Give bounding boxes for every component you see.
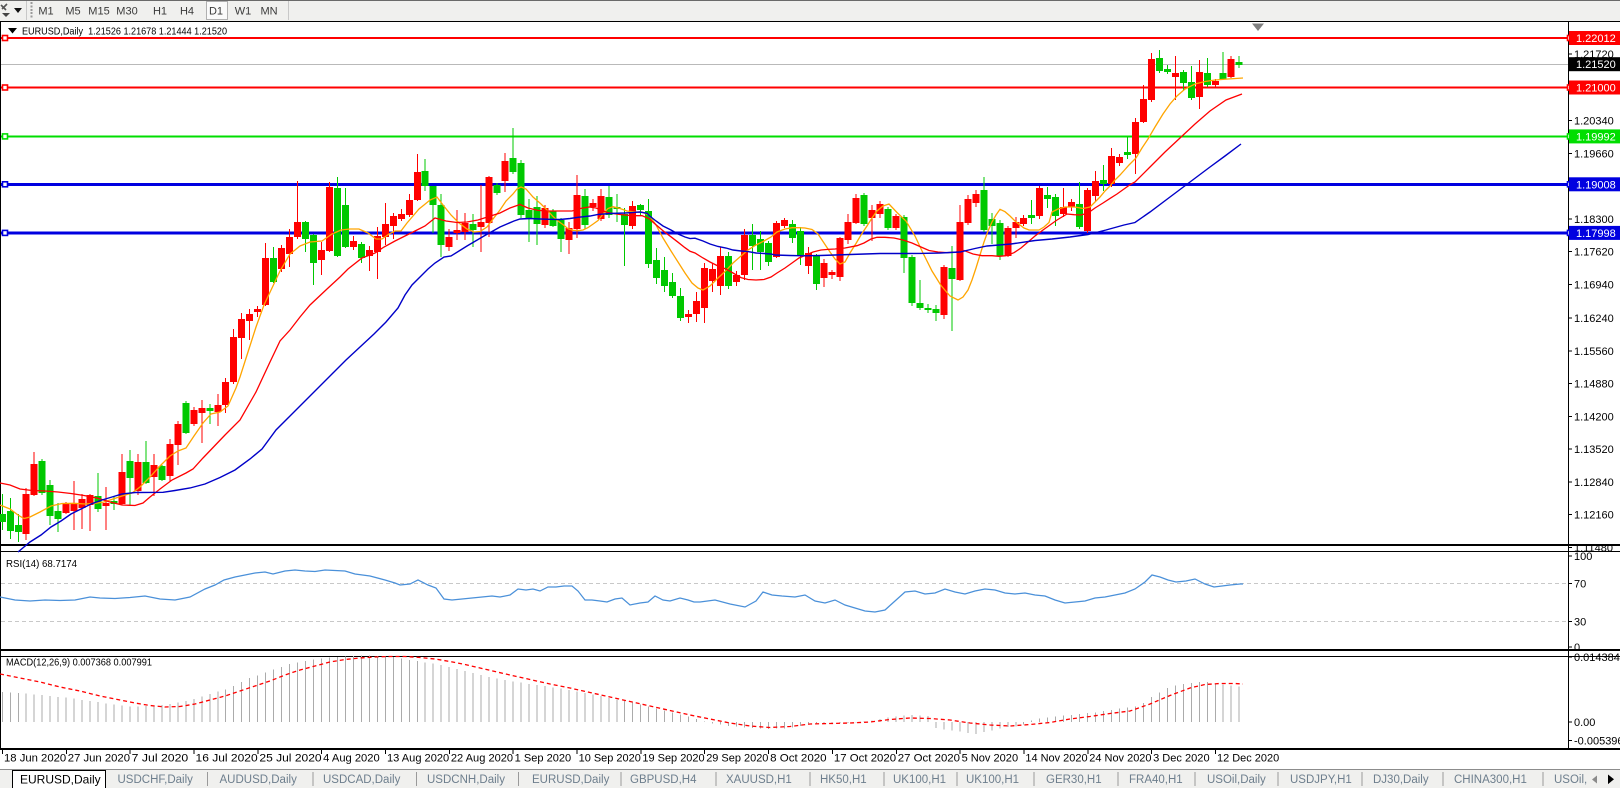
svg-text:1.12160: 1.12160 xyxy=(1574,510,1614,522)
svg-text:1.14200: 1.14200 xyxy=(1574,411,1614,423)
svg-text:22 Aug 2020: 22 Aug 2020 xyxy=(451,753,513,765)
svg-text:M1: M1 xyxy=(38,6,53,18)
svg-text:100: 100 xyxy=(1574,551,1592,563)
svg-text:GER30,H1: GER30,H1 xyxy=(1046,774,1102,786)
svg-text:DJ30,Daily: DJ30,Daily xyxy=(1373,774,1429,786)
svg-text:27 Jun 2020: 27 Jun 2020 xyxy=(68,753,130,765)
svg-text:AUDUSD,Daily: AUDUSD,Daily xyxy=(220,774,298,786)
svg-text:M5: M5 xyxy=(65,6,80,18)
svg-text:1.11480: 1.11480 xyxy=(1574,542,1613,554)
svg-text:HK50,H1: HK50,H1 xyxy=(820,774,867,786)
svg-text:1.21000: 1.21000 xyxy=(1576,83,1616,95)
svg-text:8 Oct 2020: 8 Oct 2020 xyxy=(770,753,827,765)
svg-text:1.17998: 1.17998 xyxy=(1576,228,1616,240)
svg-text:0: 0 xyxy=(1574,642,1580,654)
svg-text:USDCAD,Daily: USDCAD,Daily xyxy=(323,774,401,786)
svg-text:1.22012: 1.22012 xyxy=(1576,33,1616,45)
svg-text:USDCHF,Daily: USDCHF,Daily xyxy=(118,774,194,786)
svg-text:18 Jun 2020: 18 Jun 2020 xyxy=(4,753,66,765)
svg-text:USOil,Daily: USOil,Daily xyxy=(1207,774,1266,786)
svg-text:13 Aug 2020: 13 Aug 2020 xyxy=(387,753,449,765)
svg-text:1 Sep 2020: 1 Sep 2020 xyxy=(515,753,572,765)
svg-text:EURUSD,Daily: EURUSD,Daily xyxy=(20,773,101,787)
svg-text:MN: MN xyxy=(260,6,277,18)
svg-text:1.19008: 1.19008 xyxy=(1576,179,1616,191)
svg-text:10 Sep 2020: 10 Sep 2020 xyxy=(579,753,641,765)
svg-text:1.18300: 1.18300 xyxy=(1574,214,1614,226)
svg-text:RSI(14) 68.7174: RSI(14) 68.7174 xyxy=(6,559,77,570)
svg-text:M30: M30 xyxy=(116,6,137,18)
svg-text:7 Jul 2020: 7 Jul 2020 xyxy=(132,753,189,765)
svg-text:1.16940: 1.16940 xyxy=(1574,279,1614,291)
svg-text:4 Aug 2020: 4 Aug 2020 xyxy=(323,753,380,765)
svg-text:0.014384: 0.014384 xyxy=(1574,652,1620,664)
svg-text:D1: D1 xyxy=(209,6,223,18)
svg-text:W1: W1 xyxy=(235,6,252,18)
svg-text:12 Dec 2020: 12 Dec 2020 xyxy=(1217,753,1279,765)
svg-text:1.14880: 1.14880 xyxy=(1574,379,1614,391)
svg-text:19 Sep 2020: 19 Sep 2020 xyxy=(642,753,704,765)
svg-text:GBPUSD,H4: GBPUSD,H4 xyxy=(630,774,697,786)
svg-text:-0.005396: -0.005396 xyxy=(1574,736,1620,748)
svg-text:1.19992: 1.19992 xyxy=(1576,131,1616,143)
svg-text:14 Nov 2020: 14 Nov 2020 xyxy=(1025,753,1087,765)
svg-text:30: 30 xyxy=(1574,617,1586,629)
svg-text:1.21520: 1.21520 xyxy=(1576,59,1616,71)
svg-text:USDJPY,H1: USDJPY,H1 xyxy=(1290,774,1352,786)
svg-text:XAUUSD,H1: XAUUSD,H1 xyxy=(726,774,792,786)
svg-text:1.13520: 1.13520 xyxy=(1574,444,1614,456)
svg-text:M15: M15 xyxy=(88,6,109,18)
svg-text:1.15560: 1.15560 xyxy=(1574,346,1614,358)
svg-text:24 Nov 2020: 24 Nov 2020 xyxy=(1089,753,1151,765)
svg-text:UK100,H1: UK100,H1 xyxy=(966,774,1019,786)
svg-text:1.12840: 1.12840 xyxy=(1574,477,1614,489)
svg-text:1.19660: 1.19660 xyxy=(1574,148,1614,160)
svg-text:1.17620: 1.17620 xyxy=(1574,247,1614,259)
svg-text:USOil,: USOil, xyxy=(1554,774,1587,786)
svg-text:EURUSD,Daily 1.21526 1.21678: EURUSD,Daily 1.21526 1.21678 1.21444 1.2… xyxy=(22,27,227,38)
svg-text:H1: H1 xyxy=(153,6,167,18)
svg-text:5 Nov 2020: 5 Nov 2020 xyxy=(962,753,1019,765)
svg-text:FRA40,H1: FRA40,H1 xyxy=(1129,774,1183,786)
svg-text:0.00: 0.00 xyxy=(1574,717,1595,729)
svg-text:CHINA300,H1: CHINA300,H1 xyxy=(1454,774,1527,786)
svg-text:MACD(12,26,9) 0.007368 0.00799: MACD(12,26,9) 0.007368 0.007991 xyxy=(6,658,152,669)
svg-text:25 Jul 2020: 25 Jul 2020 xyxy=(259,753,321,765)
svg-text:29 Sep 2020: 29 Sep 2020 xyxy=(706,753,768,765)
svg-text:3 Dec 2020: 3 Dec 2020 xyxy=(1153,753,1210,765)
svg-text:H4: H4 xyxy=(180,6,194,18)
svg-text:27 Oct 2020: 27 Oct 2020 xyxy=(898,753,960,765)
svg-text:EURUSD,Daily: EURUSD,Daily xyxy=(532,774,610,786)
svg-text:1.16240: 1.16240 xyxy=(1574,313,1614,325)
svg-text:70: 70 xyxy=(1574,579,1586,591)
svg-text:USDCNH,Daily: USDCNH,Daily xyxy=(427,774,505,786)
svg-text:17 Oct 2020: 17 Oct 2020 xyxy=(834,753,896,765)
svg-text:16 Jul 2020: 16 Jul 2020 xyxy=(196,753,258,765)
svg-text:UK100,H1: UK100,H1 xyxy=(893,774,946,786)
svg-text:1.20340: 1.20340 xyxy=(1574,116,1614,128)
